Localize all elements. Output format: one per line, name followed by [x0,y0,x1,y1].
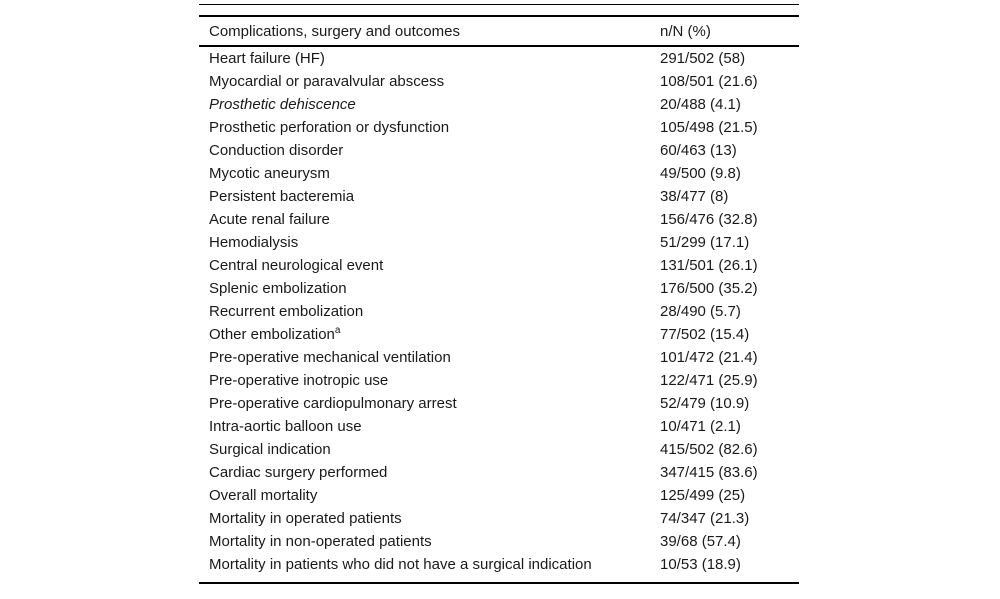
row-value: 122/471 (25.9) [660,373,758,388]
row-label: Central neurological event [209,258,384,273]
row-value: 74/347 (21.3) [660,511,750,526]
table-row: Acute renal failure 156/476 (32.8) [199,208,799,231]
table-row: Mortality in operated patients 74/347 (2… [199,507,799,530]
row-label: Persistent bacteremia [209,189,355,204]
table-row: Pre-operative inotropic use 122/471 (25.… [199,369,799,392]
row-value: 39/68 (57.4) [660,534,741,549]
row-value: 52/479 (10.9) [660,396,750,411]
row-label: Prosthetic dehiscence [209,97,356,112]
table-row: Central neurological event 131/501 (26.1… [199,254,799,277]
row-label: Acute renal failure [209,212,330,227]
row-label: Pre-operative inotropic use [209,373,389,388]
row-label: Overall mortality [209,488,318,503]
row-label-text: Other embolization [209,327,335,342]
row-label: Intra-aortic balloon use [209,419,362,434]
row-label: Myocardial or paravalvular abscess [209,74,445,89]
column-header-complications: Complications, surgery and outcomes [209,23,460,39]
row-label: Recurrent embolization [209,304,364,319]
row-label: Mortality in non-operated patients [209,534,432,549]
table-row: Myocardial or paravalvular abscess 108/5… [199,70,799,93]
row-label: Mortality in operated patients [209,511,402,526]
row-value: 10/53 (18.9) [660,557,741,572]
row-label: Other embolizationa [199,327,660,342]
row-label: Hemodialysis [209,235,299,250]
column-header-n-over-N: n/N (%) [660,23,711,39]
row-value: 60/463 (13) [660,143,737,158]
table-body: Heart failure (HF) 291/502 (58) Myocardi… [199,47,799,576]
row-label: Pre-operative cardiopulmonary arrest [209,396,457,411]
table-row: Prosthetic perforation or dysfunction 10… [199,116,799,139]
row-value: 347/415 (83.6) [660,465,758,480]
row-value: 156/476 (32.8) [660,212,758,227]
row-value: 51/299 (17.1) [660,235,750,250]
table-row: Mycotic aneurysm 49/500 (9.8) [199,162,799,185]
footnote-marker-a: a [334,327,341,336]
table-header-row: Complications, surgery and outcomes n/N … [199,17,799,45]
table-bottom-rule [199,582,799,584]
row-label: Splenic embolization [209,281,347,296]
table-top-rule [199,15,799,17]
row-label: Surgical indication [209,442,331,457]
table-row: Pre-operative mechanical ventilation 101… [199,346,799,369]
row-value: 415/502 (82.6) [660,442,758,457]
table-row: Other embolizationa 77/502 (15.4) [199,323,799,346]
table-row: Persistent bacteremia 38/477 (8) [199,185,799,208]
table-header-rule [199,45,799,47]
row-label: Pre-operative mechanical ventilation [209,350,451,365]
row-value: 125/499 (25) [660,488,746,503]
table-row: Intra-aortic balloon use 10/471 (2.1) [199,415,799,438]
table-row: Overall mortality 125/499 (25) [199,484,799,507]
outcomes-table: Complications, surgery and outcomes n/N … [199,4,799,584]
row-value: 105/498 (21.5) [660,120,758,135]
row-value: 49/500 (9.8) [660,166,741,181]
row-value: 131/501 (26.1) [660,258,758,273]
row-value: 20/488 (4.1) [660,97,741,112]
row-label: Heart failure (HF) [209,51,325,66]
row-value: 38/477 (8) [660,189,729,204]
row-label: Mortality in patients who did not have a… [209,557,592,572]
row-value: 176/500 (35.2) [660,281,758,296]
row-value: 101/472 (21.4) [660,350,758,365]
row-value: 291/502 (58) [660,51,746,66]
row-label: Mycotic aneurysm [209,166,330,181]
row-value: 77/502 (15.4) [660,327,750,342]
table-row: Mortality in non-operated patients 39/68… [199,530,799,553]
row-value: 10/471 (2.1) [660,419,741,434]
table-row: Recurrent embolization 28/490 (5.7) [199,300,799,323]
table-row: Heart failure (HF) 291/502 (58) [199,47,799,70]
table-row: Cardiac surgery performed 347/415 (83.6) [199,461,799,484]
table-row: Prosthetic dehiscence 20/488 (4.1) [199,93,799,116]
table-row: Surgical indication 415/502 (82.6) [199,438,799,461]
table-row: Pre-operative cardiopulmonary arrest 52/… [199,392,799,415]
row-value: 28/490 (5.7) [660,304,741,319]
table-row: Splenic embolization 176/500 (35.2) [199,277,799,300]
row-label: Conduction disorder [209,143,344,158]
row-label: Prosthetic perforation or dysfunction [209,120,450,135]
table-top-outer-rule [199,4,799,5]
row-value: 108/501 (21.6) [660,74,758,89]
table-row: Hemodialysis 51/299 (17.1) [199,231,799,254]
table-row: Conduction disorder 60/463 (13) [199,139,799,162]
table-row: Mortality in patients who did not have a… [199,553,799,576]
row-label: Cardiac surgery performed [209,465,388,480]
